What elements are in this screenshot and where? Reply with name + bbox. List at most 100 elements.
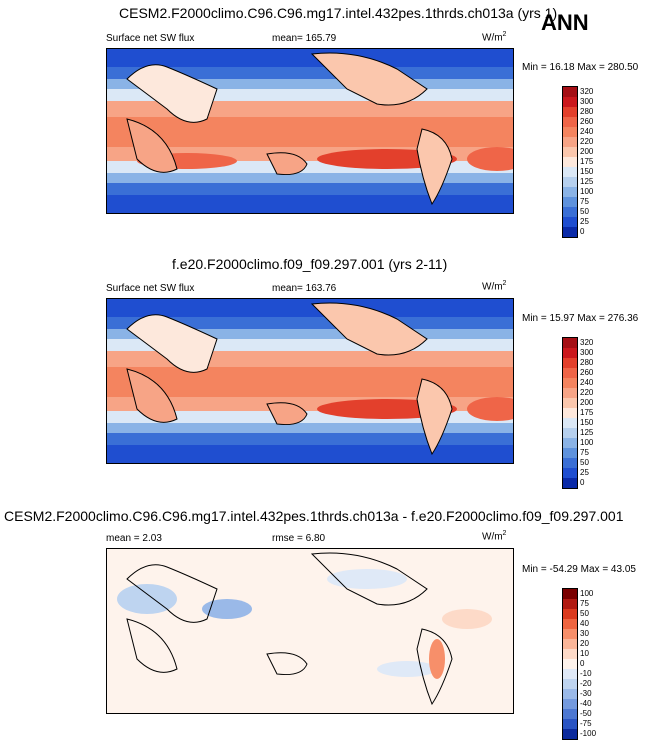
colorbar-tick-label: 50: [580, 207, 589, 216]
panel2-mean-label: mean= 163.76: [272, 283, 337, 294]
colorbar-tick-label: 260: [580, 368, 594, 377]
colorbar-tick-label: 0: [580, 227, 585, 236]
panel3-map: [106, 548, 514, 714]
colorbar-tick-label: 200: [580, 398, 594, 407]
colorbar-tick-label: 100: [580, 589, 594, 598]
colorbar-tick-label: 200: [580, 147, 594, 156]
panel3-mean-label: mean = 2.03: [106, 533, 162, 544]
panel1-mean-label: mean= 165.79: [272, 33, 337, 44]
panel3-minmax: Min = -54.29 Max = 43.05: [522, 564, 636, 575]
colorbar-tick-label: -75: [580, 719, 592, 728]
panel1-title: CESM2.F2000climo.C96.C96.mg17.intel.432p…: [119, 5, 558, 21]
colorbar-segment: [563, 448, 577, 458]
colorbar-segment: [563, 338, 577, 348]
colorbar-segment: [563, 438, 577, 448]
colorbar-tick-label: 260: [580, 117, 594, 126]
colorbar-segment: [563, 97, 577, 107]
colorbar-segment: [563, 689, 577, 699]
colorbar-tick-label: 100: [580, 187, 594, 196]
colorbar-tick-label: 40: [580, 619, 589, 628]
colorbar-tick-label: 175: [580, 157, 594, 166]
panel3-rmse-label: rmse = 6.80: [272, 533, 326, 544]
panel2-minmax: Min = 15.97 Max = 276.36: [522, 313, 639, 324]
colorbar-tick-label: 320: [580, 338, 594, 347]
panel2-title: f.e20.F2000climo.f09_f09.297.001 (yrs 2-…: [172, 256, 448, 272]
colorbar-segment: [563, 599, 577, 609]
colorbar-segment: [563, 408, 577, 418]
colorbar-tick-label: 75: [580, 197, 589, 206]
colorbar-segment: [563, 177, 577, 187]
colorbar-segment: [563, 388, 577, 398]
colorbar-tick-label: -50: [580, 709, 592, 718]
colorbar-segment: [563, 478, 577, 488]
colorbar-segment: [563, 649, 577, 659]
colorbar-segment: [563, 468, 577, 478]
colorbar-tick-label: 75: [580, 448, 589, 457]
panel1-map: [106, 48, 514, 214]
colorbar-segment: [563, 619, 577, 629]
colorbar-segment: [563, 147, 577, 157]
colorbar-tick-label: 10: [580, 649, 589, 658]
colorbar-segment: [563, 659, 577, 669]
panel3-title: CESM2.F2000climo.C96.C96.mg17.intel.432p…: [4, 508, 624, 524]
colorbar-segment: [563, 197, 577, 207]
colorbar-segment: [563, 117, 577, 127]
colorbar-segment: [563, 187, 577, 197]
colorbar-tick-label: 20: [580, 639, 589, 648]
panel2-map: [106, 298, 514, 464]
colorbar-tick-label: 100: [580, 438, 594, 447]
panel1-variable-label: Surface net SW flux: [106, 33, 195, 44]
colorbar-segment: [563, 398, 577, 408]
colorbar-segment: [563, 157, 577, 167]
colorbar-tick-label: 300: [580, 97, 594, 106]
colorbar-segment: [563, 609, 577, 619]
colorbar-tick-label: 0: [580, 659, 585, 668]
colorbar-segment: [563, 127, 577, 137]
colorbar-segment: [563, 719, 577, 729]
panel2-variable-label: Surface net SW flux: [106, 283, 195, 294]
colorbar-tick-label: 300: [580, 348, 594, 357]
colorbar-tick-label: 0: [580, 478, 585, 487]
colorbar-tick-label: 240: [580, 378, 594, 387]
colorbar-segment: [563, 358, 577, 368]
colorbar-segment: [563, 167, 577, 177]
colorbar-tick-label: 150: [580, 418, 594, 427]
colorbar-segment: [563, 629, 577, 639]
colorbar-segment: [563, 348, 577, 358]
colorbar-segment: [563, 418, 577, 428]
panel1-minmax: Min = 16.18 Max = 280.50: [522, 62, 639, 73]
season-label: ANN: [541, 10, 589, 35]
colorbar-tick-label: 30: [580, 629, 589, 638]
colorbar-segment: [563, 368, 577, 378]
colorbar-segment: [563, 699, 577, 709]
colorbar-segment: [563, 227, 577, 237]
panel2-colorbar: [562, 337, 578, 489]
colorbar-tick-label: 25: [580, 217, 589, 226]
colorbar-segment: [563, 729, 577, 739]
colorbar-segment: [563, 428, 577, 438]
colorbar-tick-label: 175: [580, 408, 594, 417]
colorbar-tick-label: 240: [580, 127, 594, 136]
colorbar-tick-label: 320: [580, 87, 594, 96]
colorbar-segment: [563, 378, 577, 388]
colorbar-tick-label: 25: [580, 468, 589, 477]
colorbar-segment: [563, 87, 577, 97]
panel3-units: W/m2: [482, 530, 507, 543]
colorbar-segment: [563, 458, 577, 468]
colorbar-tick-label: 75: [580, 599, 589, 608]
colorbar-tick-label: 125: [580, 177, 594, 186]
colorbar-tick-label: 50: [580, 609, 589, 618]
colorbar-tick-label: -100: [580, 729, 597, 738]
colorbar-tick-label: -20: [580, 679, 592, 688]
panel1-colorbar: [562, 86, 578, 238]
colorbar-tick-label: 220: [580, 137, 594, 146]
colorbar-tick-label: 125: [580, 428, 594, 437]
panel2-units: W/m2: [482, 280, 507, 293]
panel3-colorbar: [562, 588, 578, 740]
colorbar-tick-label: 280: [580, 107, 594, 116]
colorbar-segment: [563, 217, 577, 227]
colorbar-tick-label: 220: [580, 388, 594, 397]
colorbar-segment: [563, 137, 577, 147]
colorbar-segment: [563, 679, 577, 689]
colorbar-tick-label: -40: [580, 699, 592, 708]
